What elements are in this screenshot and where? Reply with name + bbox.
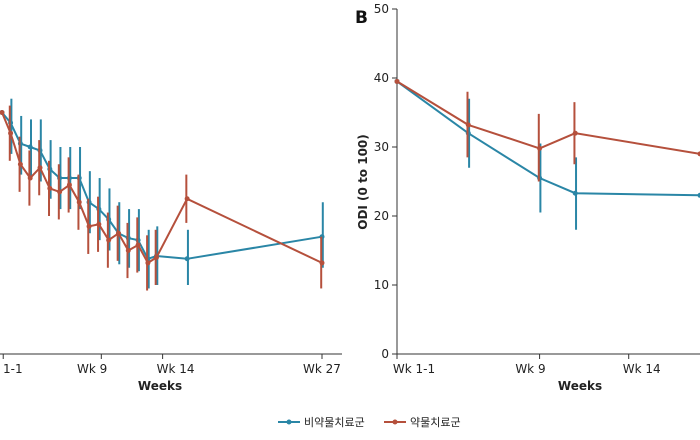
data-point	[66, 182, 72, 188]
series-drug	[0, 105, 325, 291]
y-tick-label: 20	[374, 209, 389, 223]
series-non-drug	[394, 78, 700, 230]
data-point	[86, 223, 92, 229]
x-axis-label: Weeks	[558, 379, 602, 393]
legend-marker-non-drug	[286, 419, 292, 425]
legend: 비약물치료군 약물치료군	[278, 415, 461, 429]
data-point	[8, 130, 14, 136]
legend-label-non-drug: 비약물치료군	[304, 415, 365, 429]
data-point	[145, 260, 151, 266]
series-non-drug	[0, 98, 325, 289]
data-point	[153, 254, 159, 260]
y-tick-label: 10	[374, 278, 389, 292]
panel-a: 1-1 Wk 9 Wk 14 Wk 27 Weeks	[0, 98, 342, 393]
data-point	[465, 122, 471, 128]
data-point	[184, 256, 190, 262]
data-point	[537, 145, 543, 151]
data-point	[106, 237, 112, 243]
legend-marker-drug	[392, 419, 398, 425]
y-tick-label: 50	[374, 2, 389, 16]
data-point	[135, 242, 141, 248]
x-tick-label: Wk 9	[515, 362, 545, 376]
data-point	[319, 260, 325, 266]
data-point	[0, 110, 5, 115]
data-point	[125, 248, 131, 253]
y-tick-label: 40	[374, 71, 389, 85]
data-point	[47, 185, 53, 191]
data-point	[115, 230, 121, 236]
x-tick-label: Wk 14	[157, 362, 195, 376]
x-tick-label: Wk 9	[77, 362, 107, 376]
data-point	[37, 165, 43, 171]
data-point	[96, 221, 102, 227]
x-axis-label: Weeks	[138, 379, 182, 393]
data-point	[697, 192, 700, 198]
panel-label: B	[355, 8, 368, 28]
panel-b: 0 10 20 30 40 50 ODI (0 to 100) B Wk 1-1 Wk 9 Wk 1…	[355, 2, 700, 393]
y-axis-label: ODI (0 to 100)	[356, 134, 370, 230]
data-point	[57, 189, 63, 195]
data-point	[697, 151, 700, 157]
data-point	[76, 199, 82, 205]
y-tick-label: 0	[381, 347, 389, 361]
series-drug	[394, 78, 700, 182]
data-point	[394, 78, 400, 84]
y-tick-label: 30	[374, 140, 389, 154]
data-point	[572, 190, 578, 196]
data-point	[27, 144, 33, 150]
data-point	[27, 175, 33, 181]
x-tick-label: Wk 14	[623, 362, 661, 376]
x-tick-label: Wk 27	[303, 362, 341, 376]
data-point	[17, 161, 23, 167]
data-point	[572, 130, 578, 136]
series-line	[396, 80, 700, 155]
x-tick-label: 1-1	[3, 362, 23, 376]
series-line	[396, 80, 700, 197]
legend-label-drug: 약물치료군	[410, 415, 461, 429]
data-point	[184, 196, 190, 202]
x-tick-label: Wk 1-1	[393, 362, 435, 376]
